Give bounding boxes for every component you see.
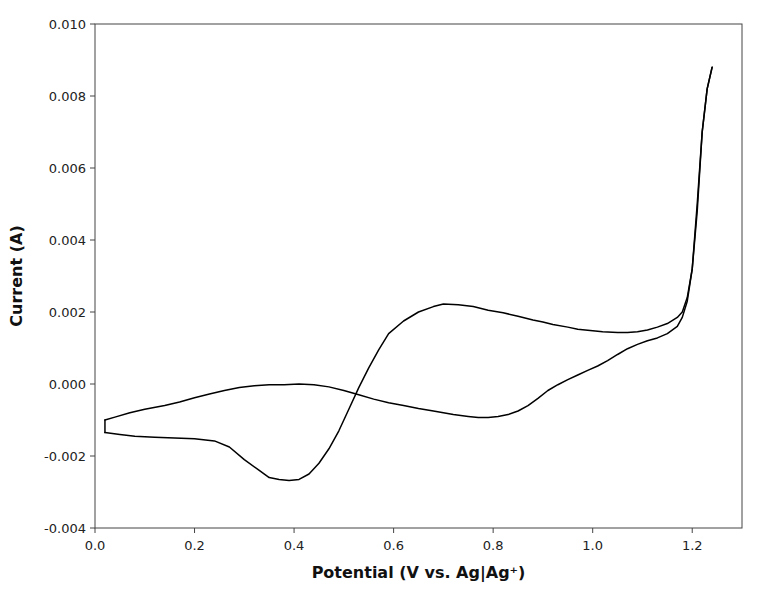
x-tick [493, 528, 494, 533]
y-tick-label: -0.002 [44, 449, 86, 464]
y-tick [90, 384, 95, 385]
x-tick-label: 1.0 [582, 538, 603, 553]
y-tick [90, 168, 95, 169]
y-tick-label: 0.010 [49, 17, 86, 32]
x-tick-label: 0.4 [284, 538, 305, 553]
y-tick-label: 0.006 [49, 161, 86, 176]
x-axis-label: Potential (V vs. Ag|Ag⁺) [312, 563, 526, 583]
plot-frame [95, 24, 742, 528]
x-tick [95, 528, 96, 533]
x-tick-label: 0.8 [483, 538, 504, 553]
x-tick [592, 528, 593, 533]
y-tick [90, 456, 95, 457]
x-tick-label: 1.2 [682, 538, 703, 553]
cv-line [104, 420, 106, 433]
y-tick-label: 0.000 [49, 377, 86, 392]
background [0, 0, 770, 598]
x-tick-label: 0.2 [184, 538, 205, 553]
y-tick [90, 312, 95, 313]
cv-line [105, 67, 712, 420]
x-tick-label: 0.0 [85, 538, 106, 553]
x-tick-label: 0.6 [383, 538, 404, 553]
y-tick-label: 0.008 [49, 89, 86, 104]
y-tick [90, 96, 95, 97]
y-tick [90, 24, 95, 25]
x-tick [393, 528, 394, 533]
x-tick [692, 528, 693, 533]
chart: 0.0 0.2 0.4 0.6 0.8 1.0 1.2 -0.004 -0.002 0.000 0.… [0, 0, 770, 598]
y-tick [90, 528, 95, 529]
lines [105, 67, 712, 480]
y-tick-label: 0.004 [49, 233, 86, 248]
y-tick [90, 240, 95, 241]
y-axis-label: Current (A) [7, 225, 26, 326]
x-tick [194, 528, 195, 533]
x-tick [294, 528, 295, 533]
y-tick-label: -0.004 [44, 521, 86, 536]
axes: 0.0 0.2 0.4 0.6 0.8 1.0 1.2 -0.004 -0.002 0.000 0.… [44, 17, 742, 554]
y-tick-label: 0.002 [49, 305, 86, 320]
cv-line [105, 67, 712, 480]
